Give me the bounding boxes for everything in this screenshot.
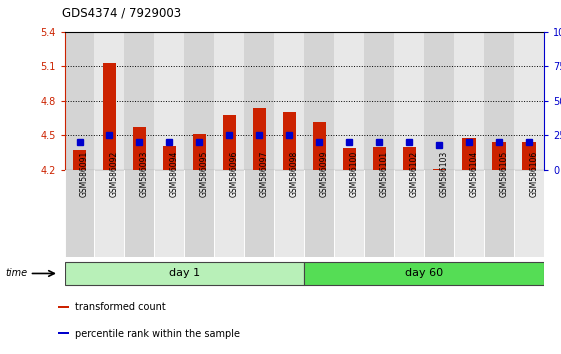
Bar: [94, 170, 125, 257]
Text: day 60: day 60: [405, 268, 443, 279]
Bar: [424, 32, 454, 170]
Bar: [192, 134, 206, 170]
Text: GSM586096: GSM586096: [229, 151, 238, 198]
Bar: [334, 32, 364, 170]
Text: GSM586102: GSM586102: [410, 151, 419, 197]
Bar: [312, 122, 326, 170]
Bar: [65, 262, 304, 285]
Bar: [462, 138, 476, 170]
Text: GSM586091: GSM586091: [80, 151, 89, 198]
Bar: [364, 170, 394, 257]
Bar: [514, 170, 544, 257]
Text: GSM586105: GSM586105: [499, 151, 508, 198]
Bar: [454, 170, 484, 257]
Bar: [58, 306, 69, 308]
Text: GSM586100: GSM586100: [350, 151, 358, 198]
Bar: [214, 32, 245, 170]
Bar: [403, 147, 416, 170]
Text: GSM586104: GSM586104: [469, 151, 478, 198]
Bar: [274, 170, 304, 257]
Bar: [304, 262, 544, 285]
Bar: [185, 32, 214, 170]
Text: GSM586099: GSM586099: [319, 151, 328, 198]
Bar: [154, 32, 185, 170]
Bar: [223, 115, 236, 170]
Bar: [65, 32, 94, 170]
Bar: [424, 170, 454, 257]
Bar: [65, 170, 94, 257]
Bar: [125, 32, 154, 170]
Text: transformed count: transformed count: [75, 302, 165, 312]
Bar: [394, 32, 424, 170]
Text: GSM586103: GSM586103: [439, 151, 448, 198]
Bar: [373, 147, 386, 170]
Text: day 1: day 1: [169, 268, 200, 279]
Text: GDS4374 / 7929003: GDS4374 / 7929003: [62, 6, 181, 19]
Bar: [245, 32, 274, 170]
Bar: [514, 32, 544, 170]
Text: GSM586094: GSM586094: [169, 151, 178, 198]
Bar: [245, 170, 274, 257]
Bar: [493, 142, 506, 170]
Bar: [484, 32, 514, 170]
Bar: [252, 108, 266, 170]
Bar: [334, 170, 364, 257]
Bar: [94, 32, 125, 170]
Bar: [304, 32, 334, 170]
Text: GSM586092: GSM586092: [109, 151, 118, 198]
Text: GSM586093: GSM586093: [140, 151, 149, 198]
Bar: [154, 170, 185, 257]
Bar: [522, 142, 536, 170]
Bar: [484, 170, 514, 257]
Bar: [274, 32, 304, 170]
Bar: [433, 169, 446, 170]
Text: GSM586106: GSM586106: [529, 151, 538, 198]
Bar: [58, 332, 69, 334]
Bar: [394, 170, 424, 257]
Bar: [364, 32, 394, 170]
Bar: [283, 113, 296, 170]
Bar: [133, 127, 146, 170]
Bar: [103, 63, 116, 170]
Text: GSM586095: GSM586095: [199, 151, 209, 198]
Bar: [185, 170, 214, 257]
Text: GSM586097: GSM586097: [259, 151, 268, 198]
Text: GSM586098: GSM586098: [289, 151, 298, 198]
Bar: [125, 170, 154, 257]
Text: time: time: [6, 268, 27, 279]
Text: percentile rank within the sample: percentile rank within the sample: [75, 329, 240, 339]
Bar: [343, 148, 356, 170]
Text: GSM586101: GSM586101: [379, 151, 388, 197]
Bar: [214, 170, 245, 257]
Bar: [163, 146, 176, 170]
Bar: [304, 170, 334, 257]
Bar: [454, 32, 484, 170]
Bar: [73, 150, 86, 170]
